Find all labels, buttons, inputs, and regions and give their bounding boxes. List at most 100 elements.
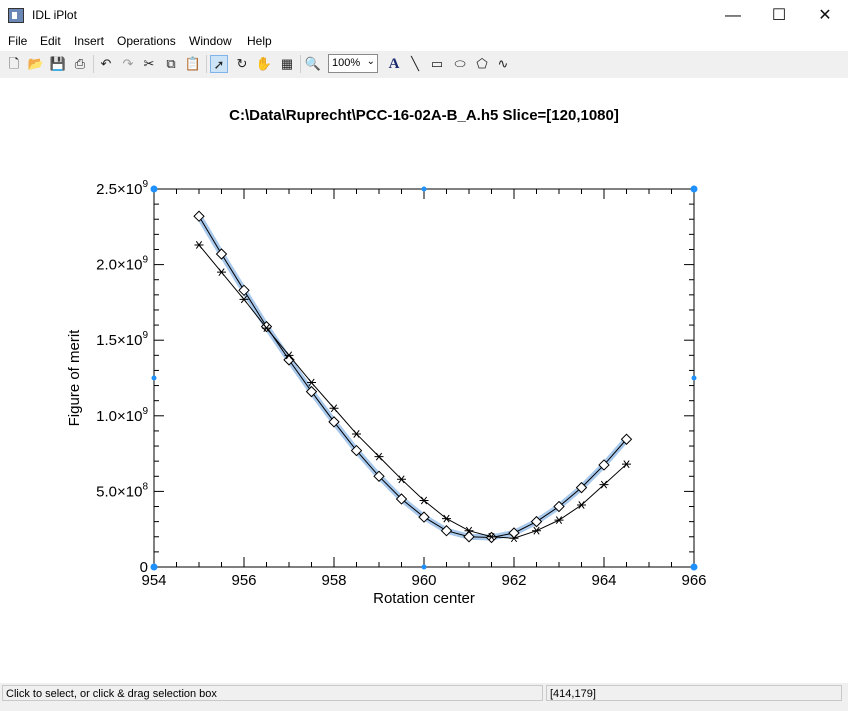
status-message: Click to select, or click & drag selecti… bbox=[2, 685, 543, 701]
data-point-asterisk bbox=[239, 295, 249, 304]
data-point-asterisk bbox=[509, 534, 519, 543]
open-folder-icon[interactable]: 📂 bbox=[27, 56, 45, 71]
data-point-diamond bbox=[373, 470, 385, 482]
y-axis-label: Figure of merit bbox=[66, 329, 83, 427]
print-icon[interactable]: ⎙ bbox=[74, 56, 86, 71]
copy-icon[interactable]: ⧉ bbox=[166, 56, 176, 71]
data-point-diamond bbox=[395, 493, 408, 505]
redo-icon[interactable]: ↷ bbox=[122, 56, 134, 71]
data-point-asterisk bbox=[374, 452, 384, 461]
data-range-icon[interactable]: ▦ bbox=[280, 56, 294, 71]
data-point-diamond bbox=[305, 385, 318, 398]
y-tick-label: 1.5×109 bbox=[96, 330, 148, 349]
data-point-asterisk bbox=[397, 475, 406, 484]
cursor-coordinates: [414,179] bbox=[546, 685, 842, 701]
menu-operations[interactable]: Operations bbox=[117, 34, 176, 48]
data-point-diamond bbox=[193, 210, 205, 222]
x-tick-label: 964 bbox=[591, 572, 616, 589]
selection-handle bbox=[690, 185, 698, 193]
save-icon[interactable]: 💾 bbox=[49, 56, 67, 71]
x-tick-label: 958 bbox=[321, 572, 346, 589]
x-tick-label: 956 bbox=[231, 572, 256, 589]
x-tick-label: 954 bbox=[141, 572, 166, 589]
plot-svg[interactable]: C:\Data\Ruprecht\PCC-16-02A-B_A.h5 Slice… bbox=[0, 78, 848, 683]
data-point-asterisk bbox=[577, 501, 586, 509]
menu-insert[interactable]: Insert bbox=[74, 34, 105, 48]
x-tick-label: 966 bbox=[681, 572, 706, 589]
y-tick-label: 2.5×109 bbox=[96, 179, 148, 198]
status-bar: Click to select, or click & drag selecti… bbox=[0, 683, 848, 711]
selection-handle bbox=[151, 375, 157, 381]
selection-handle bbox=[150, 185, 158, 193]
selection-handle bbox=[421, 564, 427, 570]
oval-tool-icon[interactable]: ⬭ bbox=[454, 56, 466, 71]
chart-title: C:\Data\Ruprecht\PCC-16-02A-B_A.h5 Slice… bbox=[229, 107, 619, 124]
polygon-tool-icon[interactable]: ⬠ bbox=[476, 56, 488, 71]
select-arrow-icon[interactable]: ➚ bbox=[210, 55, 228, 73]
chart-layer: 954 956 958 960 962 964 966 0 5.0×108 1.0×109 1.5×… bbox=[96, 179, 706, 589]
maximize-button[interactable]: ☐ bbox=[771, 7, 787, 24]
rotate-icon[interactable]: ↻ bbox=[236, 56, 248, 71]
data-point-asterisk bbox=[307, 378, 316, 387]
data-point-asterisk bbox=[262, 324, 271, 333]
data-point-diamond bbox=[598, 459, 610, 471]
window-title: IDL iPlot bbox=[32, 8, 77, 22]
data-point-diamond bbox=[418, 511, 430, 523]
zoom-magnifier-icon[interactable]: 🔍 bbox=[304, 56, 322, 71]
data-point-diamond bbox=[620, 433, 633, 445]
data-point-asterisk bbox=[464, 526, 474, 535]
menu-file[interactable]: File bbox=[8, 34, 28, 48]
toolbar-separator bbox=[93, 55, 94, 73]
data-point-diamond bbox=[215, 248, 228, 260]
data-point-asterisk bbox=[532, 526, 541, 535]
close-button[interactable]: ✕ bbox=[818, 7, 832, 24]
toolbar-separator bbox=[206, 55, 207, 73]
data-point-diamond bbox=[440, 525, 453, 537]
data-point-asterisk bbox=[217, 268, 226, 277]
data-point-asterisk bbox=[442, 514, 451, 523]
idl-app-icon bbox=[8, 8, 24, 23]
data-point-asterisk bbox=[599, 480, 609, 489]
line-tool-icon[interactable]: ╲ bbox=[411, 56, 419, 71]
data-point-diamond bbox=[260, 320, 273, 333]
menu-window[interactable]: Window bbox=[189, 34, 232, 48]
plot-canvas[interactable]: C:\Data\Ruprecht\PCC-16-02A-B_A.h5 Slice… bbox=[0, 78, 848, 683]
text-tool-icon[interactable]: A bbox=[388, 56, 400, 72]
selection-handle bbox=[150, 563, 158, 571]
x-axis-label: Rotation center bbox=[373, 590, 475, 607]
rectangle-tool-icon[interactable]: ▭ bbox=[430, 56, 444, 71]
data-point-diamond bbox=[530, 515, 543, 528]
menu-bar: File Edit Insert Operations Window Help bbox=[0, 31, 848, 51]
plot-frame bbox=[153, 188, 695, 568]
minimize-button[interactable]: — bbox=[725, 7, 741, 24]
chevron-down-icon: ⌄ bbox=[366, 56, 375, 67]
data-point-diamond bbox=[283, 354, 295, 366]
title-bar: IDL iPlot — ☐ ✕ bbox=[0, 0, 848, 31]
selection-handle bbox=[691, 375, 697, 381]
data-point-diamond bbox=[553, 500, 565, 513]
cut-icon[interactable]: ✂ bbox=[143, 56, 155, 71]
pan-hand-icon[interactable]: ✋ bbox=[255, 56, 273, 71]
data-point-asterisk bbox=[194, 241, 204, 249]
data-point-asterisk bbox=[352, 430, 361, 438]
data-point-asterisk bbox=[554, 516, 564, 525]
freehand-tool-icon[interactable]: ∿ bbox=[497, 56, 509, 71]
y-tick-label: 2.0×109 bbox=[96, 255, 148, 274]
toolbar-separator bbox=[300, 55, 301, 73]
new-file-icon[interactable]: 🗋 bbox=[8, 56, 20, 71]
data-point-diamond bbox=[328, 416, 340, 428]
data-point-asterisk bbox=[419, 496, 429, 505]
toolbar: 🗋 📂 💾 ⎙ ↶ ↷ ✂ ⧉ 📋 ➚ ↻ ✋ ▦ 🔍 100% ⌄ A ╲ ▭… bbox=[0, 51, 848, 79]
menu-help[interactable]: Help bbox=[247, 34, 272, 48]
zoom-select[interactable]: 100% ⌄ bbox=[328, 54, 378, 73]
data-point-asterisk bbox=[284, 351, 294, 360]
selection-handle bbox=[690, 563, 698, 571]
undo-icon[interactable]: ↶ bbox=[100, 56, 112, 71]
paste-icon[interactable]: 📋 bbox=[184, 56, 202, 71]
x-tick-label: 960 bbox=[411, 572, 436, 589]
data-point-diamond bbox=[575, 481, 588, 494]
menu-edit[interactable]: Edit bbox=[40, 34, 61, 48]
y-tick-label: 5.0×108 bbox=[96, 481, 148, 500]
data-point-asterisk bbox=[329, 404, 339, 413]
data-point-diamond bbox=[238, 284, 250, 297]
